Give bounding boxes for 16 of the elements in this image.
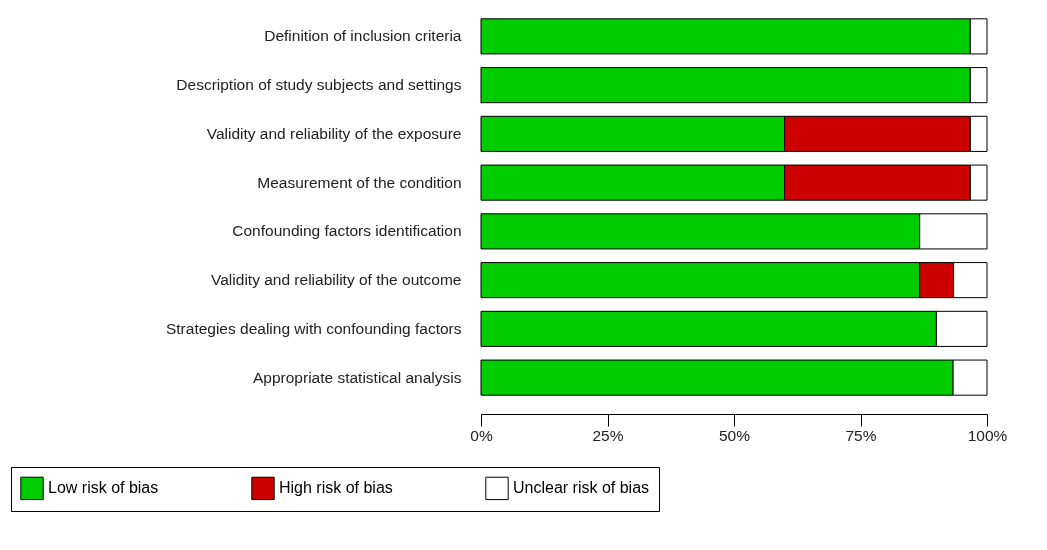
x-tick-label: 0%	[470, 426, 493, 444]
y-tick-label: Strategies dealing with confounding factors	[165, 319, 462, 337]
y-tick-label: Appropriate statistical analysis	[253, 368, 462, 386]
legend-label: Unclear risk of bias	[513, 479, 650, 497]
x-tick-label: 75%	[845, 426, 877, 444]
legend-label: Low risk of bias	[48, 479, 159, 497]
x-tick-label: 100%	[967, 426, 1008, 444]
y-tick-label: Measurement of the condition	[257, 173, 462, 191]
y-tick-label: Description of study subjects and settings	[176, 76, 462, 94]
legend-label: High risk of bias	[279, 479, 393, 497]
x-tick-label: 25%	[592, 426, 624, 444]
x-tick-label: 50%	[718, 426, 751, 444]
y-tick-label: Definition of inclusion criteria	[264, 27, 462, 45]
y-tick-label: Validity and reliability of the outcome	[211, 271, 462, 289]
y-tick-label: Validity and reliability of the exposure	[206, 124, 462, 142]
y-tick-label: Confounding factors identification	[232, 222, 462, 240]
